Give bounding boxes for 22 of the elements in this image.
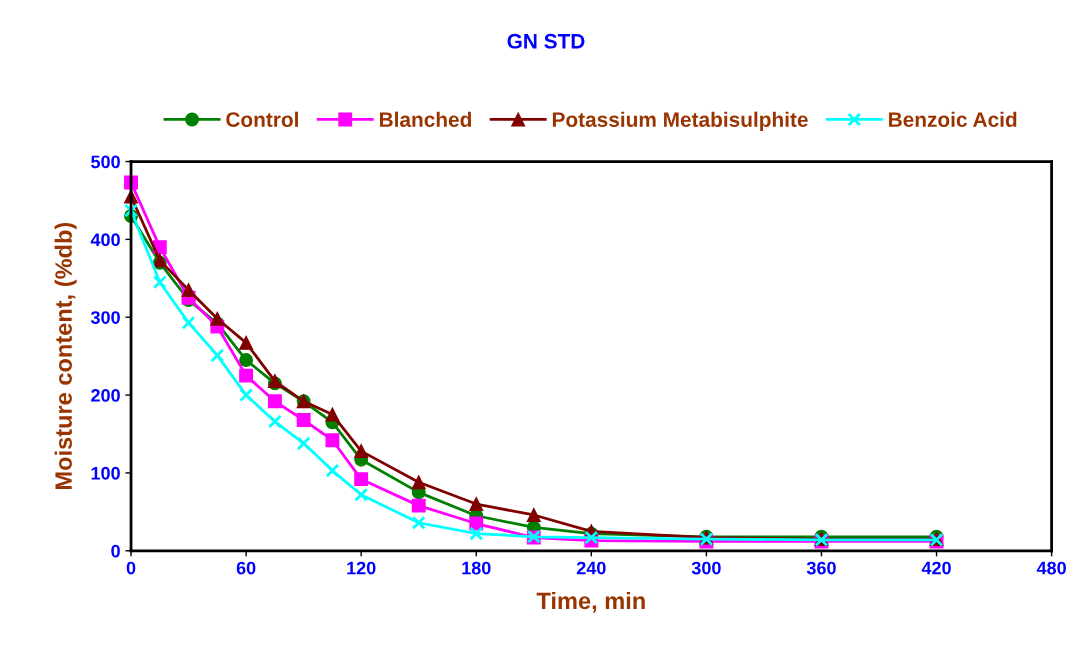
y-tick-label: 0 bbox=[111, 544, 120, 558]
x-tick-label: 120 bbox=[347, 561, 376, 575]
y-tick-label: 100 bbox=[91, 466, 120, 480]
x-tick-label: 480 bbox=[1036, 561, 1066, 575]
legend-label: Blanched bbox=[379, 111, 471, 127]
y-tick-label: 300 bbox=[90, 311, 120, 324]
x-tick-label: 180 bbox=[462, 561, 491, 575]
chart-title: GN STD bbox=[507, 33, 585, 49]
y-axis-title: Moisture content, (%db) bbox=[54, 222, 77, 490]
legend-label: Benzoic Acid bbox=[889, 111, 1017, 127]
x-tick-label: 60 bbox=[236, 561, 256, 575]
y-tick-label: 400 bbox=[90, 233, 120, 247]
x-axis-title: Time, min bbox=[536, 591, 645, 613]
y-tick-label: 500 bbox=[91, 155, 120, 169]
x-tick-label: 300 bbox=[691, 561, 721, 575]
legend-label: Potassium Metabisulphite bbox=[552, 111, 808, 132]
x-tick-label: 0 bbox=[126, 561, 136, 575]
x-tick-label: 360 bbox=[806, 561, 836, 575]
legend-label: Control bbox=[226, 111, 298, 127]
x-tick-label: 240 bbox=[576, 561, 606, 575]
x-tick-label: 420 bbox=[921, 561, 951, 575]
y-tick-label: 200 bbox=[91, 389, 120, 402]
